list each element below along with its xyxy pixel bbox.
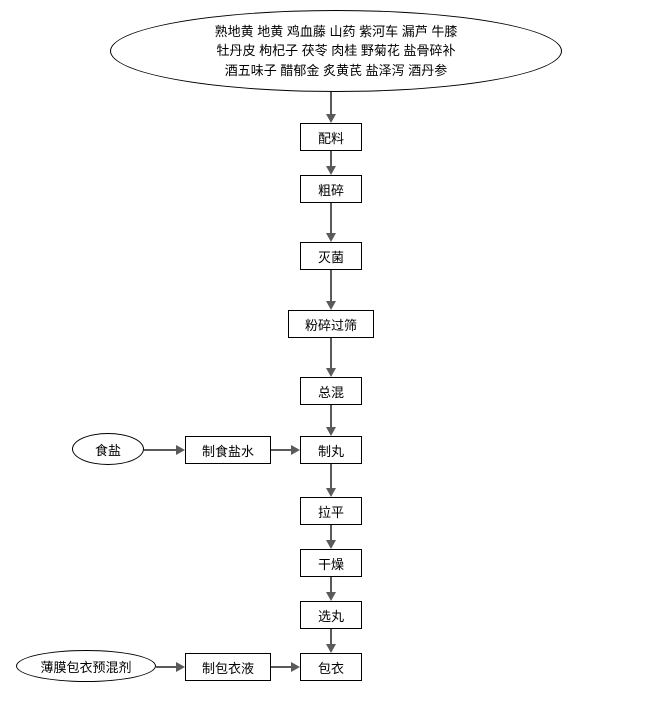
step-label-9: 包衣 [318, 658, 344, 677]
step-label-8: 选丸 [318, 606, 344, 625]
salt-label: 食盐 [95, 440, 121, 459]
ingredients-line1: 熟地黄 地黄 鸡血藤 山药 紫河车 漏芦 牛膝 [215, 22, 458, 42]
step-label-6: 拉平 [318, 502, 344, 521]
coating-premix-ellipse: 薄膜包衣预混剂 [16, 650, 156, 682]
step-label-7: 干燥 [318, 554, 344, 573]
coating-liquid-box: 制包衣液 [185, 653, 271, 681]
step-label-5: 制丸 [318, 441, 344, 460]
step-box-2: 灭菌 [300, 242, 362, 270]
step-label-4: 总混 [318, 382, 344, 401]
step-label-2: 灭菌 [318, 247, 344, 266]
coating-liquid-label: 制包衣液 [202, 658, 254, 677]
step-label-3: 粉碎过筛 [305, 315, 357, 334]
step-box-9: 包衣 [300, 653, 362, 681]
salt-ellipse: 食盐 [72, 433, 144, 465]
step-box-4: 总混 [300, 377, 362, 405]
step-label-1: 粗碎 [318, 180, 344, 199]
step-box-1: 粗碎 [300, 175, 362, 203]
ingredients-line3: 酒五味子 醋郁金 炙黄芪 盐泽泻 酒丹参 [215, 61, 458, 81]
step-box-0: 配料 [300, 123, 362, 151]
salt-water-box: 制食盐水 [185, 436, 271, 464]
coating-premix-label: 薄膜包衣预混剂 [40, 657, 131, 676]
step-box-7: 干燥 [300, 549, 362, 577]
step-box-3: 粉碎过筛 [288, 310, 374, 338]
ingredients-line2: 牡丹皮 枸杞子 茯苓 肉桂 野菊花 盐骨碎补 [215, 41, 458, 61]
ingredients-ellipse: 熟地黄 地黄 鸡血藤 山药 紫河车 漏芦 牛膝 牡丹皮 枸杞子 茯苓 肉桂 野菊… [110, 10, 562, 92]
step-label-0: 配料 [318, 128, 344, 147]
ingredients-text: 熟地黄 地黄 鸡血藤 山药 紫河车 漏芦 牛膝 牡丹皮 枸杞子 茯苓 肉桂 野菊… [215, 22, 458, 81]
arrows [0, 0, 672, 704]
step-box-6: 拉平 [300, 497, 362, 525]
step-box-8: 选丸 [300, 601, 362, 629]
salt-water-label: 制食盐水 [202, 441, 254, 460]
step-box-5: 制丸 [300, 436, 362, 464]
